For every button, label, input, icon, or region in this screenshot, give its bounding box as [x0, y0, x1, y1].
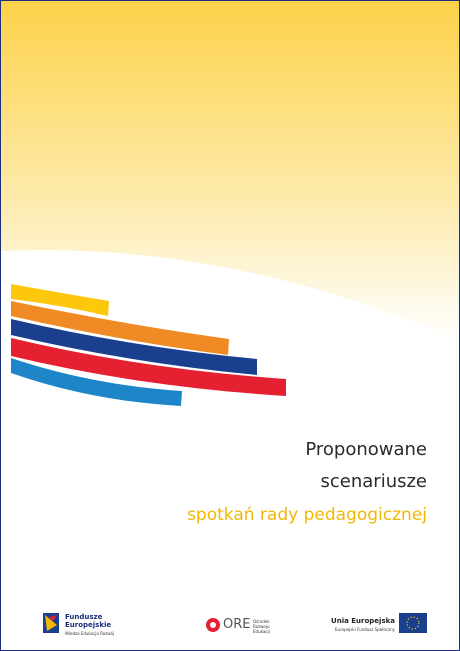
logo-name: Unia Europejska	[331, 617, 395, 625]
title-line: Proponowane	[305, 439, 427, 460]
logo-tagline: Wiedza Edukacja Rozwój	[65, 631, 114, 636]
eu-flag	[399, 613, 427, 633]
logo-tagline: Ośrodek Rozwoju Edukacji	[253, 619, 281, 634]
logo-name: ORE	[223, 618, 250, 632]
subtitle: spotkań rady pedagogicznej	[187, 505, 427, 525]
cover-page: Proponowane scenariusze spotkań rady ped…	[0, 0, 460, 651]
logo-name: Fundusze Europejskie	[65, 613, 115, 629]
gradient-band	[1, 1, 459, 341]
cover-art	[1, 1, 459, 650]
title-line: scenariusze	[321, 471, 428, 492]
logo-tagline: Europejski Fundusz Społeczny	[335, 627, 395, 632]
ore-icon-center	[210, 622, 216, 628]
